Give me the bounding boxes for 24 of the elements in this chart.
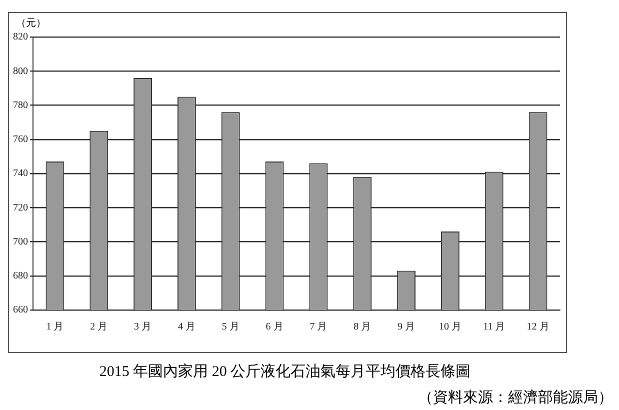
x-tick-label: 7 月 (310, 322, 328, 333)
x-tick-label: 9 月 (398, 322, 416, 333)
x-tick-label: 2 月 (90, 322, 108, 333)
text: （資料來源：經濟部能源局） (418, 388, 613, 407)
y-tick-label: 680 (13, 270, 28, 282)
y-tick-label: 800 (13, 66, 28, 77)
x-tick-label: 11 月 (483, 322, 506, 333)
y-tick-label: 660 (13, 304, 28, 316)
x-tick-label: 12 月 (526, 322, 550, 333)
text: 2015 年國內家用 20 公斤液化石油氣每月平均價格長條圖 (98, 362, 472, 381)
y-tick-label: 820 (13, 32, 28, 43)
x-tick-label: 1 月 (46, 322, 64, 333)
y-tick-label: 780 (13, 100, 28, 111)
x-tick-label: 4 月 (178, 322, 196, 333)
x-tick-label: 5 月 (222, 322, 240, 333)
x-tick-label: 3 月 (134, 322, 152, 333)
y-tick-label: 740 (13, 168, 28, 180)
y-tick-label: 760 (13, 134, 28, 145)
x-tick-label: 8 月 (354, 322, 372, 333)
y-tick-label: 720 (13, 202, 28, 214)
x-tick-label: 10 月 (438, 322, 462, 333)
y-axis-title: （元） (16, 17, 46, 30)
y-tick-label: 700 (13, 236, 28, 248)
x-tick-label: 6 月 (266, 322, 284, 333)
